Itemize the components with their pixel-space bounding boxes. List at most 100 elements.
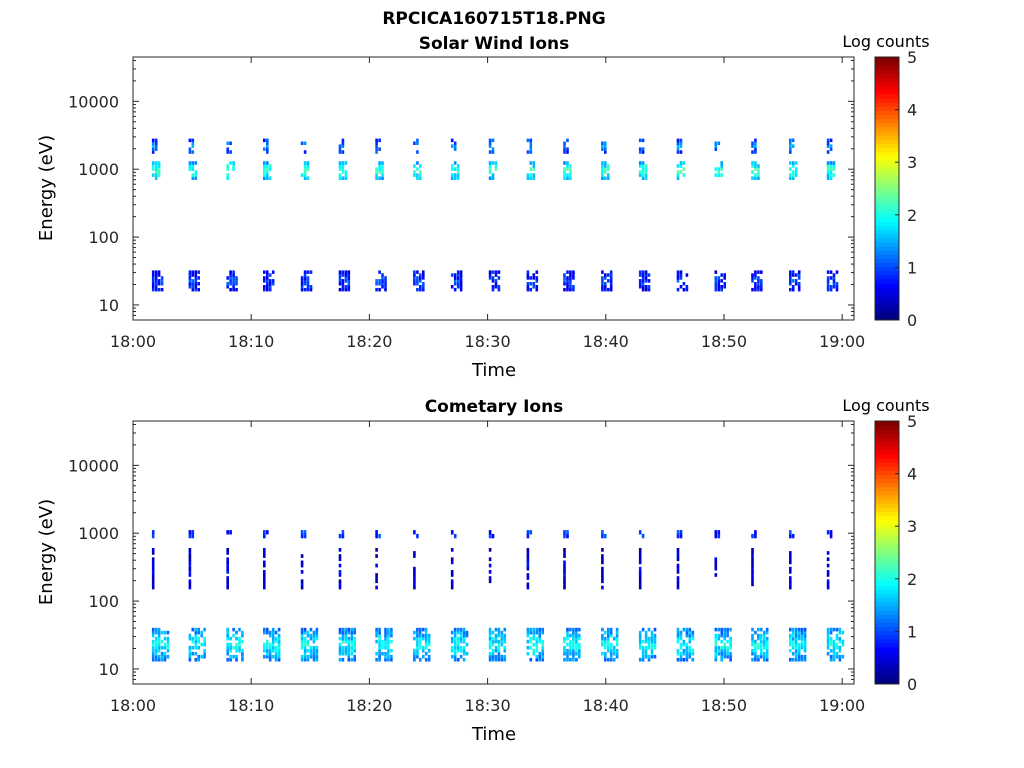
spectrogram-cell <box>676 636 680 641</box>
spectrogram-cell <box>569 279 572 283</box>
spectrogram-cell <box>191 161 195 165</box>
spectrogram-cell <box>757 642 760 647</box>
spectrogram-cell <box>488 273 492 277</box>
spectrogram-cell <box>638 585 642 590</box>
spectrogram-cell <box>229 657 232 662</box>
spectrogram-cell <box>789 141 792 145</box>
colorbar-swatch <box>875 618 899 623</box>
colorbar-swatch <box>875 155 899 161</box>
spectrogram-cell <box>194 173 198 177</box>
spectrogram-cell <box>676 579 680 584</box>
spectrogram-cell <box>274 654 278 659</box>
spectrogram-cell <box>751 573 754 577</box>
spectrogram-cell <box>163 642 167 647</box>
spectrogram-cell <box>491 176 495 180</box>
colorbar-tick-label: 2 <box>907 570 917 589</box>
spectrogram-cell <box>413 173 416 177</box>
spectrogram-cell <box>604 170 607 174</box>
spectrogram-cell <box>826 164 830 168</box>
spectrogram-cell <box>575 645 578 650</box>
spectrogram-cell <box>341 144 345 148</box>
spectrogram-cell <box>803 654 807 659</box>
spectrogram-cell <box>315 627 319 632</box>
spectrogram-cell <box>647 657 651 662</box>
y-tick-label: 10 <box>99 660 119 679</box>
spectrogram-cell <box>353 642 356 647</box>
spectrogram-cell <box>387 654 390 659</box>
spectrogram-cell <box>188 533 192 539</box>
spectrogram-cell <box>416 287 419 292</box>
spectrogram-cell <box>714 530 718 535</box>
spectrogram-cell <box>157 270 161 274</box>
spectrogram-cell <box>315 645 319 650</box>
spectrogram-cell <box>532 627 536 632</box>
spectrogram-cell <box>375 282 378 286</box>
spectrogram-cell <box>500 642 504 647</box>
spectrogram-cell <box>341 164 345 168</box>
spectrogram-cell <box>641 654 645 659</box>
spectrogram-cell <box>601 639 604 644</box>
spectrogram-cell <box>826 270 830 274</box>
spectrogram-cell <box>641 648 645 653</box>
spectrogram-cell <box>604 150 607 154</box>
spectrogram-cell <box>154 173 158 177</box>
spectrogram-cell <box>188 645 192 650</box>
spectrogram-cell <box>378 648 381 653</box>
colorbar-swatch <box>875 581 899 586</box>
spectrogram-cell <box>751 566 754 571</box>
spectrogram-cell <box>194 627 198 632</box>
spectrogram-cell <box>263 176 266 180</box>
spectrogram-cell <box>791 279 795 283</box>
spectrogram-cell <box>344 630 348 635</box>
spectrogram-cell <box>200 642 203 647</box>
spectrogram-cell <box>797 645 801 650</box>
spectrogram-cell <box>263 648 266 653</box>
colorbar-swatch <box>875 437 899 443</box>
spectrogram-cell <box>791 636 795 641</box>
spectrogram-cell <box>266 282 269 286</box>
spectrogram-cell <box>529 150 533 154</box>
spectrogram-cell <box>303 282 307 286</box>
spectrogram-cell <box>226 557 229 562</box>
spectrogram-cell <box>226 585 229 590</box>
colorbar-swatch <box>875 560 899 566</box>
spectrogram-cell <box>154 141 158 145</box>
spectrogram-cell <box>566 270 569 274</box>
spectrogram-cell <box>488 176 492 180</box>
colorbar-swatch <box>875 511 899 517</box>
spectrogram-cell <box>757 282 760 286</box>
spectrogram-cell <box>797 276 801 280</box>
spectrogram-cell <box>154 176 158 180</box>
spectrogram-cell <box>650 648 654 653</box>
spectrogram-cell <box>462 651 466 656</box>
spectrogram-cell <box>188 654 192 659</box>
spectrogram-cell <box>191 176 195 180</box>
spectrogram-cell <box>413 170 416 174</box>
spectrogram-cell <box>238 642 241 647</box>
spectrogram-cell <box>714 657 718 662</box>
spectrogram-cell <box>676 648 680 653</box>
spectrogram-cell <box>191 645 195 650</box>
spectrogram-cell <box>238 645 241 650</box>
spectrogram-cell <box>838 657 842 662</box>
spectrogram-cell <box>488 144 492 148</box>
spectrogram-cell <box>532 276 536 280</box>
spectrogram-cell <box>497 645 501 650</box>
spectrogram-cell <box>601 627 604 632</box>
spectrogram-cell <box>714 533 718 539</box>
spectrogram-cell <box>791 639 795 644</box>
spectrogram-cell <box>488 563 492 568</box>
spectrogram-cell <box>456 627 460 632</box>
spectrogram-cell <box>566 167 569 171</box>
spectrogram-cell <box>615 639 619 644</box>
spectrogram-cell <box>462 645 466 650</box>
spectrogram-cell <box>387 627 390 632</box>
spectrogram-cell <box>609 633 613 638</box>
spectrogram-cell <box>306 276 310 280</box>
spectrogram-cell <box>604 285 607 289</box>
spectrogram-cell <box>453 630 457 635</box>
spectrogram-cell <box>300 579 304 584</box>
spectrogram-cell <box>263 642 266 647</box>
spectrogram-cell <box>266 176 269 180</box>
spectrogram-cell <box>151 651 155 656</box>
